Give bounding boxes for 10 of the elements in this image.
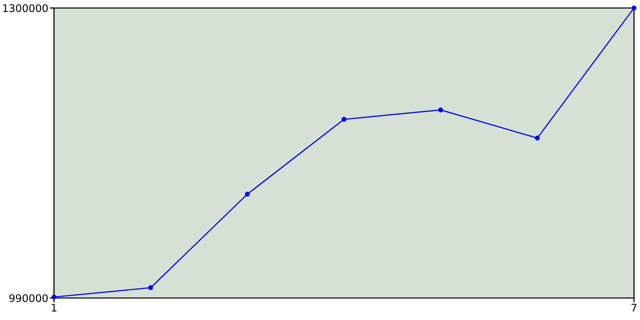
y-tick-label: 1300000 — [3, 4, 48, 12]
x-tick-label: 1 — [52, 304, 56, 312]
point — [534, 136, 540, 140]
x-tick-label: 7 — [632, 304, 636, 312]
point — [244, 192, 250, 197]
point — [148, 285, 154, 290]
point — [438, 108, 444, 112]
point — [632, 6, 636, 10]
y-tick-label: 990000 — [9, 294, 48, 302]
point — [342, 116, 346, 122]
